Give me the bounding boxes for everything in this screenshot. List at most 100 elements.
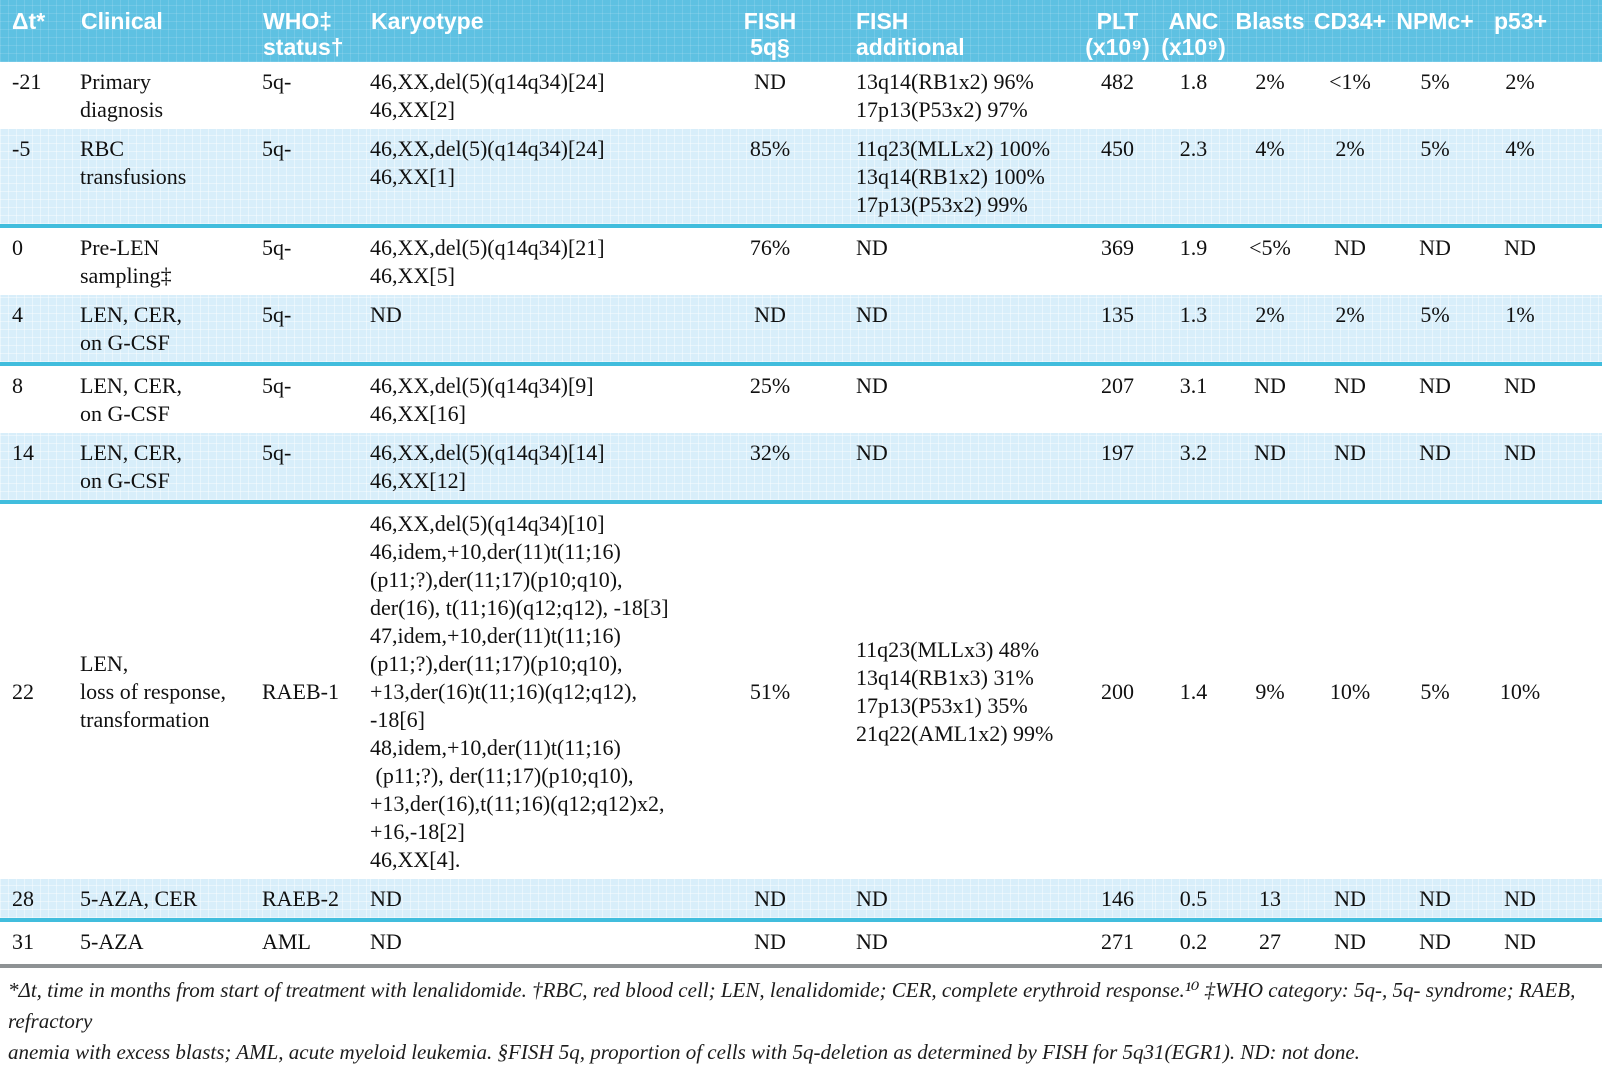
cell-cd34: ND [1334,929,1366,954]
cell-clinical: Primary diagnosis [80,69,164,122]
cell-clinical: LEN, CER, on G-CSF [80,295,262,366]
cell-plt: 200 [1101,679,1134,704]
cell-fish5q: 76% [749,235,791,260]
cell-fish_add: 11q23(MLLx3) 48% 13q14(RB1x3) 31% 17p13(… [856,637,1054,746]
cell-dt: 22 [12,679,34,704]
cell-cd34: ND [1308,879,1392,922]
cell-fish5q: 51% [749,679,791,704]
cell-fish5q: 85% [730,129,810,228]
table-row: 28 5-AZA, CER RAEB-2 ND ND ND 146 0.5 13 ND ND ND [0,879,1602,922]
cell-clinical: RBC transfusions [80,129,262,228]
cell-clinical: Pre-LEN sampling‡ [80,235,172,288]
column-header-dt: Δt* [0,0,80,62]
cell-npmc: ND [1419,373,1451,398]
cell-who: RAEB-2 [262,879,370,922]
cell-anc: 1.4 [1179,679,1208,704]
cell-who: 5q- [262,69,292,94]
table-row: 4 LEN, CER, on G-CSF 5q- ND ND ND 135 1.3 2% 2% 5%… [0,295,1602,366]
cell-npmc: 5% [1420,679,1450,704]
cell-blasts: 27 [1259,929,1281,954]
cell-dt: 4 [0,295,80,366]
cell-anc: 3.2 [1155,433,1232,504]
cell-p53: 4% [1478,129,1602,228]
cell-anc: 1.9 [1179,235,1208,260]
cell-fish_add: ND [810,433,1080,504]
cell-karyotype: 46,XX,del(5)(q14q34)[21] 46,XX[5] [370,235,605,288]
cell-fish_add: ND [856,235,888,260]
footnote-divider [0,964,1602,968]
cell-fish5q: ND [754,929,786,954]
cell-fish5q: 25% [749,373,791,398]
cell-clinical: LEN, loss of response, transformation [80,651,227,732]
cell-blasts: ND [1232,433,1308,504]
cell-npmc: 5% [1420,69,1450,94]
column-header-plt: PLT (x10⁹) [1080,0,1155,62]
cell-p53: ND [1504,929,1536,954]
cell-clinical: 5-AZA, CER [80,879,262,922]
column-header-karyotype: Karyotype [370,0,730,62]
table-header: Δt* Clinical WHO‡ status† Karyotype FISH 5q§… [0,0,1602,62]
cell-plt: 369 [1101,235,1134,260]
column-header-cd34: CD34+ [1308,0,1392,62]
cell-p53: 2% [1505,69,1535,94]
cell-plt: 146 [1080,879,1155,922]
cell-fish_add: ND [856,929,888,954]
cell-cd34: ND [1308,433,1392,504]
clinical-course-table: Δt* Clinical WHO‡ status† Karyotype FISH 5q§… [0,0,1602,954]
cell-anc: 3.1 [1179,373,1208,398]
cell-anc: 2.3 [1155,129,1232,228]
cell-p53: ND [1504,235,1536,260]
cell-anc: 0.2 [1179,929,1208,954]
cell-cd34: 2% [1308,295,1392,366]
cell-fish5q: ND [754,69,786,94]
cell-karyotype: 46,XX,del(5)(q14q34)[14] 46,XX[12] [370,433,730,504]
cell-blasts: 13 [1232,879,1308,922]
cell-cd34: ND [1334,235,1366,260]
cell-clinical: LEN, CER, on G-CSF [80,433,262,504]
table-row: -5 RBC transfusions 5q- 46,XX,del(5)(q14q34… [0,129,1602,228]
column-header-p53: p53+ [1478,0,1602,62]
column-header-fish_add: FISH additional [810,0,1080,62]
cell-anc: 0.5 [1155,879,1232,922]
cell-plt: 207 [1101,373,1134,398]
cell-fish_add: ND [810,295,1080,366]
cell-fish5q: ND [730,879,810,922]
cell-cd34: 10% [1329,679,1371,704]
cell-p53: ND [1478,433,1602,504]
cell-dt: -5 [0,129,80,228]
cell-p53: 10% [1499,679,1541,704]
cell-npmc: ND [1419,235,1451,260]
cell-npmc: 5% [1392,129,1478,228]
cell-dt: 0 [12,235,23,260]
cell-who: 5q- [262,433,370,504]
header-row: Δt* Clinical WHO‡ status† Karyotype FISH 5q§… [0,0,1602,62]
cell-fish_add: ND [856,373,888,398]
cell-anc: 1.8 [1179,69,1208,94]
column-header-clinical: Clinical [80,0,262,62]
cell-npmc: ND [1419,929,1451,954]
cell-blasts: <5% [1249,235,1291,260]
cell-karyotype: ND [370,879,730,922]
cell-blasts: ND [1254,373,1286,398]
cell-karyotype: 46,XX,del(5)(q14q34)[24] 46,XX[1] [370,129,730,228]
cell-npmc: ND [1392,433,1478,504]
cell-blasts: 2% [1232,295,1308,366]
cell-who: 5q- [262,129,370,228]
column-header-anc: ANC (x10⁹) [1155,0,1232,62]
cell-p53: ND [1504,373,1536,398]
cell-karyotype: ND [370,929,402,954]
cell-fish_add: ND [810,879,1080,922]
cell-p53: ND [1478,879,1602,922]
table-row: 14 LEN, CER, on G-CSF 5q- 46,XX,del(5)(q14q… [0,433,1602,504]
cell-plt: 197 [1080,433,1155,504]
table-row: 0 Pre-LEN sampling‡ 5q- 46,XX,del(5)(q14q34… [0,226,1602,295]
cell-who: 5q- [262,295,370,366]
cell-plt: 450 [1080,129,1155,228]
cell-karyotype: 46,XX,del(5)(q14q34)[10] 46,idem,+10,der… [370,511,669,872]
cell-blasts: 4% [1232,129,1308,228]
cell-fish5q: ND [730,295,810,366]
cell-karyotype: ND [370,295,730,366]
cell-fish_add: 11q23(MLLx2) 100% 13q14(RB1x2) 100% 17p1… [810,129,1080,228]
cell-who: RAEB-1 [262,679,339,704]
